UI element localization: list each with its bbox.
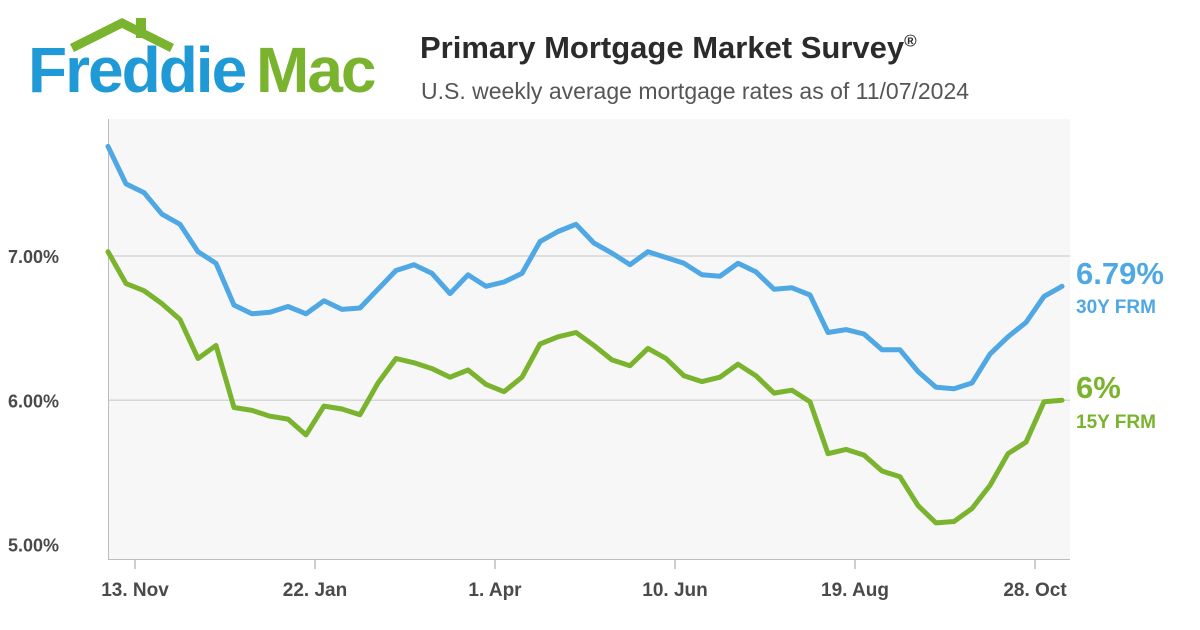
logo-word-freddie: Freddie [28,34,247,106]
chart-title: Primary Mortgage Market Survey® [420,30,917,66]
chart-title-text: Primary Mortgage Market Survey [420,30,905,65]
series-lines [105,143,1065,526]
x-tick-label: 19. Aug [821,580,889,601]
y-tick-label: 7.00% [8,247,59,267]
x-tick-label: 10. Jun [642,580,707,601]
series-line-15y-frm [105,249,1065,526]
end-series-label: 30Y FRM [1076,297,1156,318]
registered-mark: ® [904,31,917,51]
chart-subtitle: U.S. weekly average mortgage rates as of… [421,78,970,104]
x-tick-label: 13. Nov [101,580,169,601]
x-tick-label: 22. Jan [283,580,347,601]
gridlines [108,255,1070,402]
logo-word-mac: Mac [256,34,376,106]
roof-icon [69,17,175,53]
x-tick-label: 28. Oct [1003,580,1067,601]
end-labels: 6.79% 30Y FRM 6% 15Y FRM [1076,256,1164,433]
x-axis-ticks: 13. Nov 22. Jan 1. Apr 10. Jun 19. Aug 28. Oc… [101,559,1067,601]
end-series-label: 15Y FRM [1076,412,1156,433]
end-value-label: 6.79% [1076,256,1164,291]
series-line-30y-frm [105,143,1065,392]
y-axis-ticks: 5.00% 6.00% 7.00% [8,247,59,556]
end-value-label: 6% [1076,370,1121,405]
freddie-mac-logo: Freddie Mac [24,14,384,104]
x-tick-label: 1. Apr [468,580,522,601]
y-tick-label: 5.00% [8,536,59,556]
y-tick-label: 6.00% [8,391,59,411]
